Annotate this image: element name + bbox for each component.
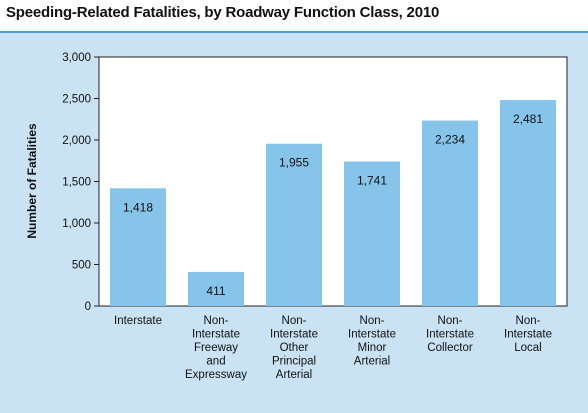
x-category-label-line: Interstate [348, 329, 396, 341]
x-category-label-line: Non- [438, 315, 463, 327]
x-category-label-line: Non- [516, 315, 541, 327]
y-tick-label: 2,500 [62, 94, 91, 106]
x-category-label-line: Interstate [504, 329, 552, 341]
bar [344, 161, 400, 306]
x-category-label-line: Collector [427, 342, 473, 354]
x-category-label: Interstate [114, 315, 162, 327]
x-category-label-line: Local [514, 342, 542, 354]
data-label: 1,955 [279, 156, 309, 170]
data-label: 411 [206, 284, 225, 298]
x-category-label-line: Non- [360, 315, 385, 327]
x-category-label-line: Minor [358, 342, 387, 354]
y-tick-label: 2,000 [62, 135, 91, 147]
data-label: 2,234 [435, 133, 465, 147]
x-category-label-line: Freeway [194, 342, 238, 354]
plot-area [98, 56, 568, 307]
x-category-label-line: Non- [282, 315, 307, 327]
bars: 1,418 411 1,955 1,741 2,234 2,481 [110, 100, 556, 307]
x-category-label-line: Expressway [185, 369, 247, 381]
x-axis-labels: Interstate Non-InterstateFreewayandExpres… [114, 315, 552, 381]
y-tick-label: 1,000 [62, 218, 91, 230]
bar [110, 188, 166, 306]
x-category-label-line: Interstate [114, 315, 162, 327]
x-category-label-line: Arterial [354, 356, 390, 368]
y-axis-ticks: 0 500 1,000 1,500 2,000 2,500 3,000 [62, 52, 99, 313]
bar [500, 100, 556, 307]
y-tick-label: 0 [85, 301, 91, 313]
data-label: 1,741 [357, 173, 387, 187]
y-tick-label: 3,000 [62, 52, 91, 64]
x-category-label-line: and [206, 356, 225, 368]
title-rule [0, 31, 588, 33]
x-category-label-line: Interstate [270, 329, 318, 341]
x-category-label-line: Arterial [276, 369, 312, 381]
x-category-label-line: Other [280, 342, 309, 354]
y-tick-label: 1,500 [62, 177, 91, 189]
chart-title: Speeding-Related Fatalities, by Roadway … [6, 4, 440, 21]
x-category-label-line: Interstate [426, 329, 474, 341]
y-tick-label: 500 [72, 260, 91, 272]
data-label: 2,481 [513, 112, 543, 126]
x-category-label-line: Interstate [192, 329, 240, 341]
x-category-label-line: Non- [204, 315, 229, 327]
bar [266, 143, 322, 306]
bar [422, 120, 478, 306]
bar [188, 271, 244, 306]
data-label: 1,418 [123, 200, 153, 214]
x-category-label-line: Principal [272, 356, 316, 368]
y-axis-label: Number of Fatalities [25, 123, 39, 239]
